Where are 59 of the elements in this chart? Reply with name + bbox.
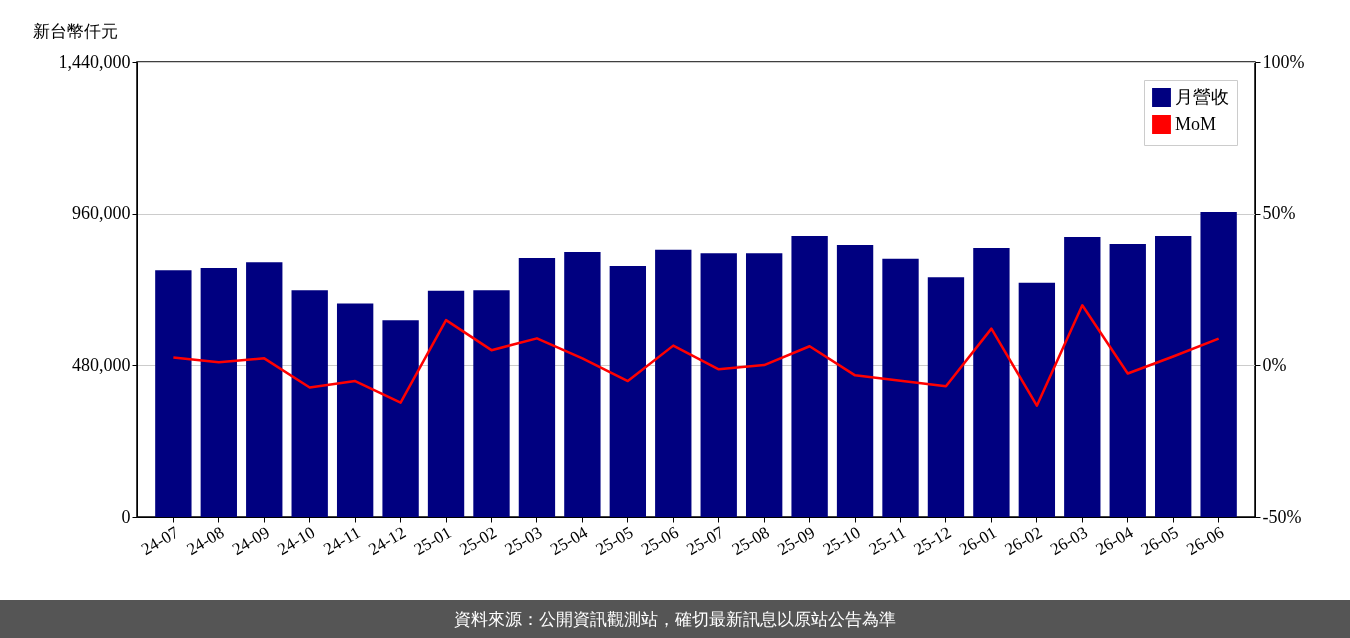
bar: [655, 249, 692, 517]
y-axis-title: 新台幣仟元: [32, 20, 118, 41]
y2-tick-label: 0%: [1262, 354, 1287, 375]
bar: [882, 258, 919, 517]
source-note: 資料來源：公開資訊觀測站，確切最新訊息以原站公告為準: [0, 600, 1350, 638]
x-tick-label: 25-05: [592, 522, 637, 560]
x-tick-label: 24-10: [274, 522, 319, 560]
x-tick-label: 26-06: [1183, 522, 1228, 560]
x-tick-label: 24-08: [183, 522, 228, 560]
x-tick-label: 25-12: [910, 522, 955, 560]
y2-tick-label: -50%: [1262, 506, 1302, 527]
x-tick-label: 26-04: [1092, 522, 1137, 560]
bar: [564, 251, 601, 517]
x-tick-label: 25-10: [819, 522, 864, 560]
x-tick-label: 25-02: [456, 522, 500, 560]
bar: [1155, 236, 1192, 517]
x-tick-label: 25-09: [774, 522, 819, 560]
bar: [155, 270, 192, 517]
x-tick-label: 26-02: [1001, 522, 1046, 560]
x-tick-label: 25-11: [865, 522, 910, 559]
bar: [1109, 244, 1146, 517]
bar: [1200, 212, 1237, 517]
legend-label: MoM: [1175, 113, 1217, 134]
bar: [291, 290, 328, 517]
bar: [927, 277, 965, 517]
bar: [745, 253, 783, 517]
x-tick-label: 24-11: [320, 522, 364, 559]
x-tick-label: 26-03: [1046, 522, 1091, 560]
x-tick-label: 25-06: [637, 522, 682, 560]
bar: [609, 266, 647, 517]
bar: [518, 257, 556, 517]
bar: [200, 268, 237, 517]
line-series: [172, 304, 1220, 407]
x-tick-label: 25-08: [728, 522, 773, 560]
x-tick-label: 26-05: [1137, 522, 1182, 560]
x-tick-label: 25-04: [547, 522, 592, 560]
bar: [246, 262, 283, 517]
bar: [973, 248, 1010, 517]
bar: [836, 244, 874, 517]
y-tick-label: 960,000: [72, 203, 131, 224]
bar: [427, 290, 465, 517]
y2-tick-label: 100%: [1262, 51, 1305, 72]
y-tick-label: 0: [121, 506, 131, 527]
bar: [1018, 282, 1056, 517]
bar: [382, 320, 419, 517]
x-tick-label: 25-01: [410, 522, 455, 560]
bar: [791, 236, 828, 517]
y-tick-label: 1,440,000: [58, 51, 131, 72]
legend-label: 月營收: [1175, 86, 1229, 107]
bar: [700, 253, 737, 517]
x-tick-label: 24-09: [228, 522, 273, 560]
x-tick-label: 24-12: [365, 522, 410, 560]
bar: [1064, 237, 1101, 517]
y-tick-label: 480,000: [72, 354, 131, 375]
x-tick-label: 26-01: [956, 522, 1000, 560]
bar: [336, 303, 374, 517]
y2-tick-label: 50%: [1262, 203, 1296, 224]
x-tick-label: 25-03: [501, 522, 546, 560]
bar: [473, 290, 510, 517]
